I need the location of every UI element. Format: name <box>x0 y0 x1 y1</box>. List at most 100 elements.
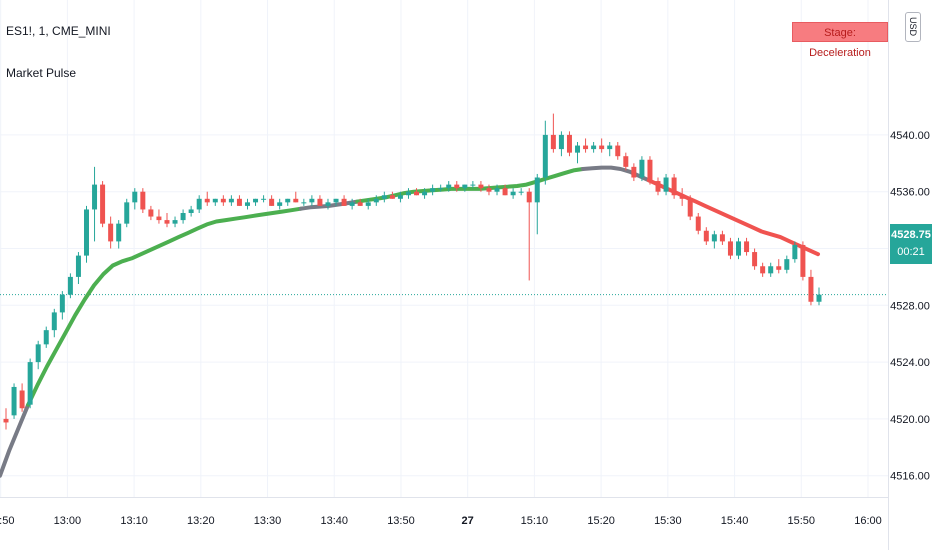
time-tick-label: 13:50 <box>387 515 415 527</box>
time-axis[interactable]: 12:50 13:00 13:10 13:20 13:30 13:40 13:50 27 15:… <box>0 515 882 527</box>
candle-body <box>727 241 733 256</box>
time-tick-label: 13:40 <box>320 515 348 527</box>
candle-body <box>478 184 484 189</box>
time-tick-label: 16:00 <box>854 515 882 527</box>
price-tick-label: 4524.00 <box>890 357 930 369</box>
candle-body <box>253 198 259 203</box>
candle-body <box>800 244 806 277</box>
candle-body <box>35 344 41 363</box>
candle-body <box>671 177 677 196</box>
price-tick-label: 4516.00 <box>890 471 930 483</box>
candle-body <box>550 134 556 150</box>
candle-body <box>647 159 653 182</box>
candle-body <box>639 159 645 178</box>
candle-body <box>679 195 685 199</box>
price-axis[interactable]: 4516.004520.004524.004528.004532.004536.… <box>890 130 930 483</box>
candle-body <box>116 223 122 242</box>
candle-body <box>526 191 532 203</box>
candle-body <box>405 191 411 196</box>
time-tick-label: 15:50 <box>788 515 816 527</box>
candle-body <box>575 145 581 153</box>
candle-body <box>301 202 307 204</box>
candle-body <box>470 184 476 186</box>
candle-body <box>67 276 73 295</box>
time-tick-label: 15:40 <box>721 515 749 527</box>
pulse-segment-gray <box>580 165 651 183</box>
candle-body <box>277 202 283 206</box>
candle-body <box>792 244 798 260</box>
candle-body <box>373 198 379 203</box>
time-tick-label: 13:20 <box>187 515 215 527</box>
price-tick-label: 4520.00 <box>890 414 930 426</box>
time-tick-label: 13:10 <box>120 515 148 527</box>
pulse-segment-gray <box>0 402 31 478</box>
candle-body <box>204 198 210 203</box>
candle-body <box>51 312 57 331</box>
candle-body <box>768 266 774 274</box>
candle-body <box>341 198 347 206</box>
candle-body <box>736 241 742 256</box>
last-price-value: 4528.75 <box>891 229 931 241</box>
candle-body <box>583 145 589 150</box>
candle-body <box>558 134 564 150</box>
candle-body <box>180 213 186 221</box>
candle-body <box>220 198 226 203</box>
time-tick-label: 13:00 <box>54 515 82 527</box>
candle-body <box>164 220 170 224</box>
candle-body <box>566 134 572 153</box>
candle-body <box>703 230 709 242</box>
candle-body <box>92 184 98 210</box>
candle-body <box>108 223 114 242</box>
candle-body <box>414 191 420 196</box>
candle-body <box>83 209 89 256</box>
candle-body <box>309 198 315 203</box>
candle-body <box>422 191 428 196</box>
candle-body <box>776 266 782 270</box>
candle-body <box>100 184 106 224</box>
currency-badge[interactable]: USD <box>905 12 921 42</box>
time-tick-label: 12:50 <box>0 515 14 527</box>
candle-body <box>212 198 218 203</box>
time-tick-label: 15:30 <box>654 515 682 527</box>
grid-lines <box>0 0 888 497</box>
symbol-title[interactable]: ES1!, 1, CME_MINI <box>6 24 111 38</box>
candle-body <box>784 259 790 270</box>
candle-body <box>760 266 766 274</box>
candle-body <box>357 202 363 206</box>
candle-body <box>623 156 629 167</box>
candle-body <box>228 198 234 203</box>
candle-body <box>381 195 387 199</box>
candle-body <box>816 294 822 302</box>
candle-body <box>591 145 597 150</box>
candle-body <box>607 145 613 150</box>
candle-body <box>389 195 395 199</box>
candle-body <box>446 184 452 189</box>
candle-body <box>711 234 717 242</box>
candle-body <box>462 184 468 189</box>
candle-body <box>631 166 637 178</box>
stage-label: Stage: Deceleration <box>792 22 888 59</box>
candle-body <box>454 184 460 189</box>
candle-body <box>365 202 371 206</box>
time-tick-label: 15:10 <box>521 515 549 527</box>
candle-body <box>502 188 508 196</box>
bar-countdown: 00:21 <box>897 246 925 258</box>
candle-body <box>140 191 146 210</box>
candle-body <box>599 145 605 150</box>
candle-body <box>27 362 33 405</box>
price-tick-label: 4528.00 <box>890 300 930 312</box>
time-tick-label: 15:20 <box>587 515 615 527</box>
candle-body <box>148 209 154 217</box>
candle-body <box>333 198 339 203</box>
candle-body <box>317 198 323 206</box>
candle-body <box>269 198 275 206</box>
price-tick-label: 4536.00 <box>890 187 930 199</box>
indicator-title[interactable]: Market Pulse <box>6 66 77 80</box>
candle-body <box>615 145 621 157</box>
candle-body <box>43 330 49 345</box>
candle-body <box>510 191 516 196</box>
candle-body <box>397 195 403 199</box>
candle-body <box>124 202 130 224</box>
